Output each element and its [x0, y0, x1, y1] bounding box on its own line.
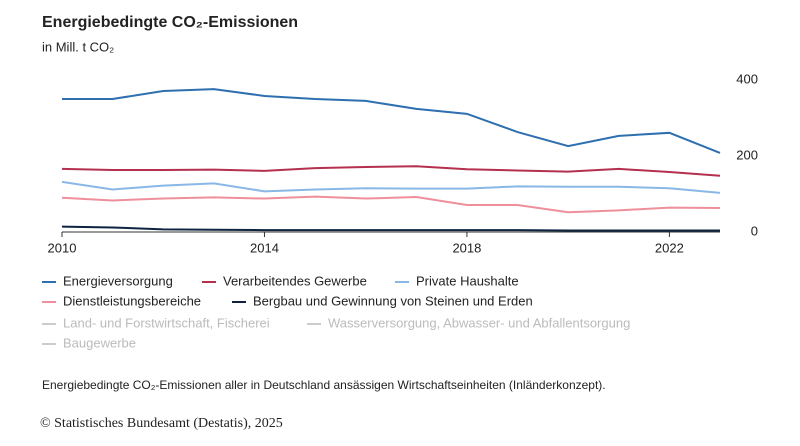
line-series: [62, 88, 721, 154]
line-series: [61, 225, 720, 232]
legend-label: Bergbau und Gewinnung von Steinen und Er…: [253, 293, 533, 308]
legend-label: Dienstleistungsbereiche: [63, 293, 201, 308]
y-tick-label: 0: [751, 223, 758, 238]
line-series: [61, 180, 721, 194]
x-tick-label: 2010: [48, 240, 77, 255]
x-tick-label: 2014: [250, 240, 279, 255]
y-tick-label: 200: [736, 147, 758, 162]
footnote: Energiebedingte CO₂-Emissionen aller in …: [42, 378, 606, 392]
chart-subtitle: in Mill. t CO₂: [42, 39, 114, 54]
legend-label: Wasserversorgung, Abwasser- und Abfallen…: [328, 315, 630, 330]
x-tick-label: 2022: [655, 240, 684, 255]
legend-label: Verarbeitendes Gewerbe: [223, 273, 367, 288]
legend-label: Private Haushalte: [416, 273, 519, 288]
x-tick-label: 2018: [452, 240, 481, 255]
legend-label: Baugewerbe: [63, 335, 136, 350]
legend-label: Land- und Forstwirtschaft, Fischerei: [63, 315, 270, 330]
legend-label: Energieversorgung: [63, 273, 173, 288]
source: © Statistisches Bundesamt (Destatis), 20…: [40, 416, 283, 431]
chart-title: Energiebedingte CO₂-Emissionen: [42, 14, 298, 31]
y-tick-label: 400: [736, 71, 758, 86]
line-series: [61, 195, 721, 214]
line-series: [61, 165, 721, 177]
